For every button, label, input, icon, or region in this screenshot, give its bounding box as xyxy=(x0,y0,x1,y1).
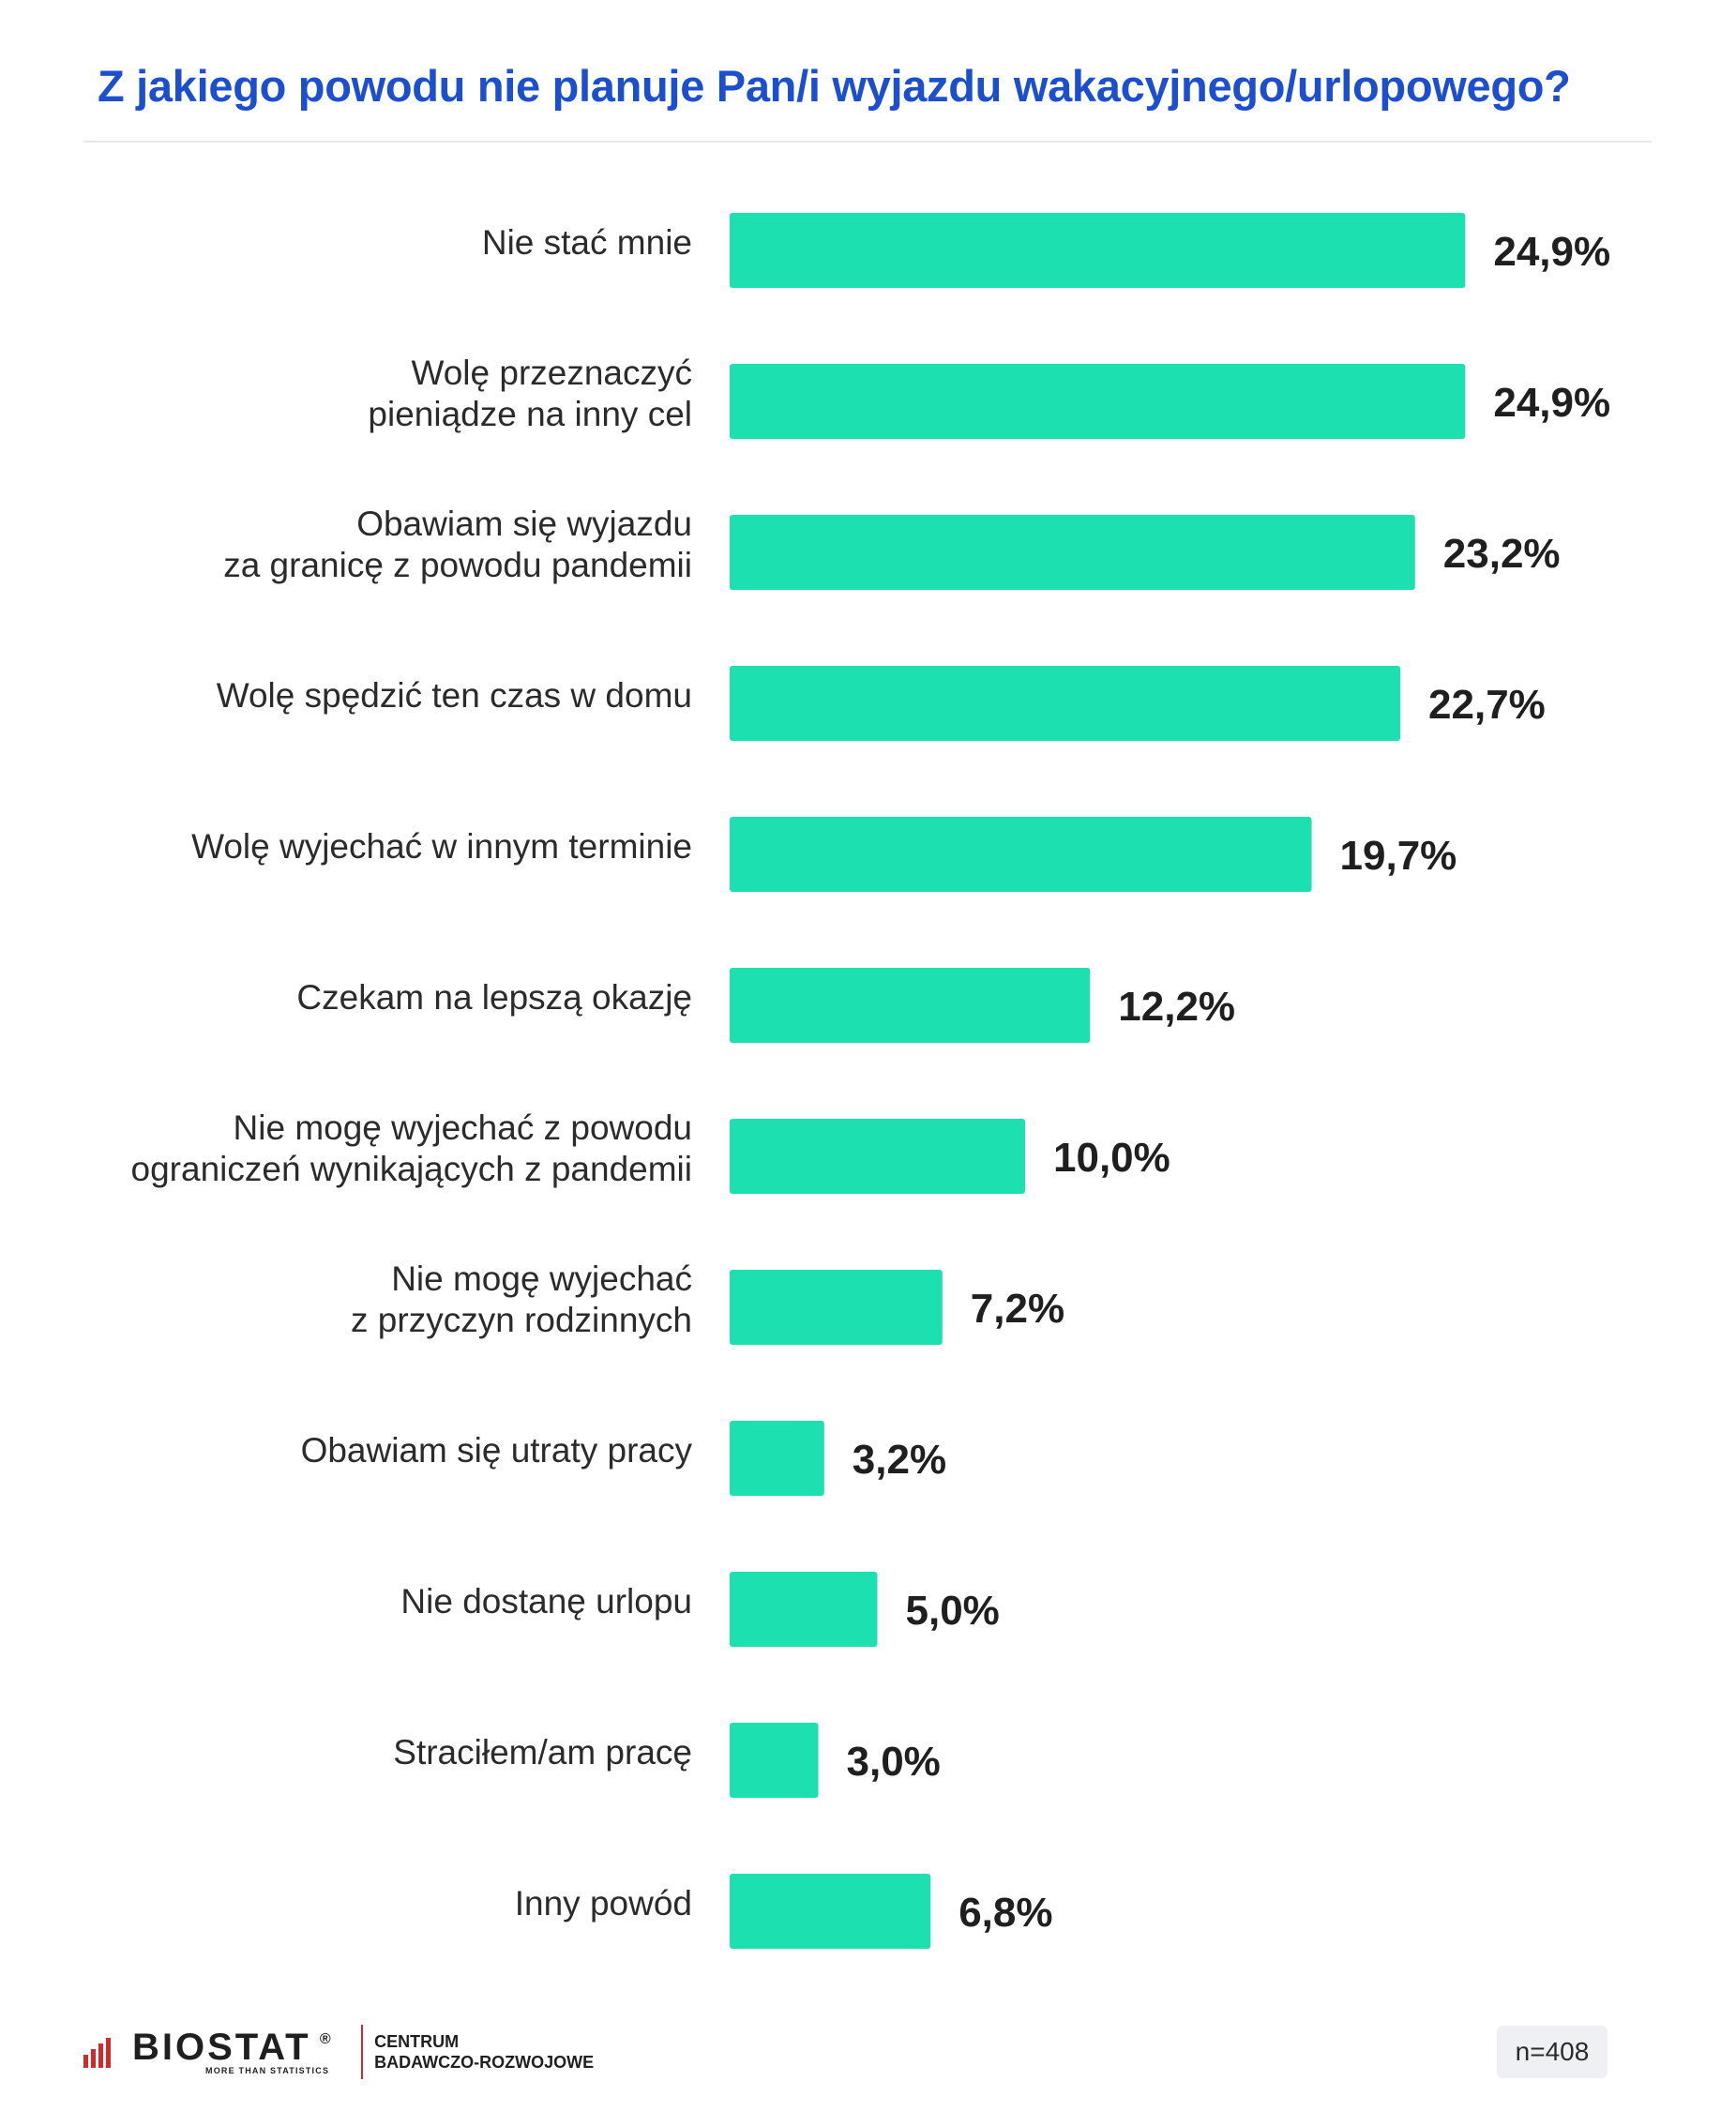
bar-11 xyxy=(730,1723,819,1798)
value-label-2: 24,9% xyxy=(1493,380,1610,426)
category-label-1: Nie stać mnie xyxy=(482,223,692,262)
logo-tagline: MORE THAN STATISTICS xyxy=(205,2065,330,2075)
category-label-12: Inny powód xyxy=(515,1884,692,1922)
sample-size-badge: n=408 xyxy=(1497,2026,1608,2078)
category-label-3: Obawiam się wyjazdu za granicę z powodu p… xyxy=(223,505,692,584)
value-label-1: 24,9% xyxy=(1493,229,1610,275)
bar-1 xyxy=(730,213,1466,288)
title-divider xyxy=(83,141,1652,143)
logo-subtitle: CENTRUM BADAWCZO-ROZWOJOWE xyxy=(374,2031,594,2073)
logo-subtitle-line2: BADAWCZO-ROZWOJOWE xyxy=(374,2053,595,2072)
biostat-logo: BIOSTAT ® MORE THAN STATISTICS CENTRUM BA… xyxy=(83,2024,594,2080)
bar-6 xyxy=(730,968,1091,1043)
value-label-4: 22,7% xyxy=(1428,682,1546,728)
bar-4 xyxy=(730,666,1401,741)
value-label-10: 5,0% xyxy=(906,1588,1000,1634)
category-label-4: Wolę spędzić ten czas w domu xyxy=(217,676,692,715)
value-label-12: 6,8% xyxy=(959,1890,1052,1936)
logo-wordmark: BIOSTAT ® xyxy=(132,2028,331,2066)
bar-9 xyxy=(730,1421,824,1496)
bar-7 xyxy=(730,1119,1025,1194)
value-label-8: 7,2% xyxy=(971,1286,1064,1332)
category-label-6: Czekam na lepszą okazję xyxy=(296,978,692,1017)
bar-12 xyxy=(730,1874,931,1949)
bar-chart: Nie stać mnie 24,9% Wolę przeznaczyć pienią… xyxy=(131,213,1610,1949)
bar-8 xyxy=(730,1270,943,1345)
value-label-3: 23,2% xyxy=(1443,531,1561,577)
category-label-8: Nie mogę wyjechać z przyczyn rodzinnych xyxy=(351,1259,692,1339)
value-label-9: 3,2% xyxy=(853,1437,946,1483)
category-label-11: Straciłem/am pracę xyxy=(393,1733,692,1772)
value-label-5: 19,7% xyxy=(1340,833,1457,879)
value-label-7: 10,0% xyxy=(1053,1135,1170,1181)
bar-3 xyxy=(730,515,1415,590)
registered-mark: ® xyxy=(319,2030,334,2047)
bar-10 xyxy=(730,1572,878,1647)
category-label-5: Wolę wyjechać w innym terminie xyxy=(191,827,692,866)
category-label-9: Obawiam się utraty pracy xyxy=(301,1431,693,1470)
bar-5 xyxy=(730,817,1312,892)
bar-chart-logo-icon xyxy=(83,2038,111,2068)
value-label-6: 12,2% xyxy=(1118,984,1235,1030)
category-label-2: Wolę przeznaczyć pieniądze na inny cel xyxy=(368,354,692,433)
bar-2 xyxy=(730,364,1466,439)
logo-divider xyxy=(361,2025,364,2079)
logo-subtitle-line1: CENTRUM xyxy=(374,2032,460,2051)
category-label-10: Nie dostanę urlopu xyxy=(400,1582,692,1621)
value-label-11: 3,0% xyxy=(847,1739,941,1785)
category-label-7: Nie mogę wyjechać z powodu ograniczeń wyn… xyxy=(131,1108,692,1188)
chart-title: Z jakiego powodu nie planuje Pan/i wyjaz… xyxy=(98,61,1571,111)
